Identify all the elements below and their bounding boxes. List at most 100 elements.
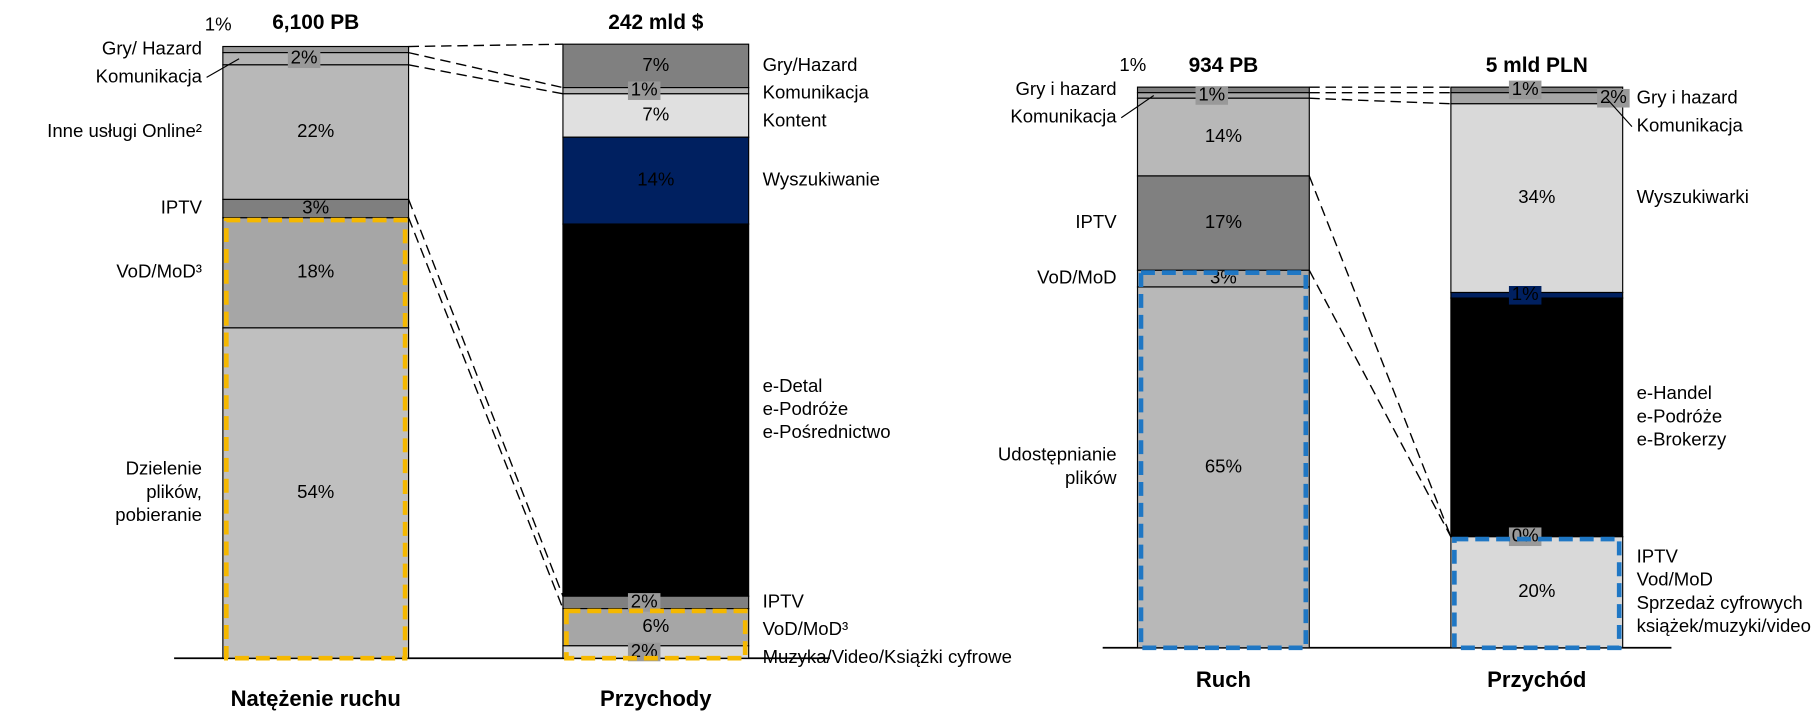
value-label: 3% (302, 197, 329, 218)
value-label: 7% (642, 54, 669, 75)
segment (222, 64, 410, 201)
value-label: 18% (297, 261, 334, 282)
column-total: 242 mld $ (608, 11, 704, 34)
column-total: 934 PB (1189, 54, 1259, 77)
leader-line (1120, 94, 1155, 119)
segment-label: e-Brokerzy (1637, 429, 1727, 450)
segment (222, 217, 410, 329)
value-label: 60% (637, 398, 674, 419)
segment-label: Gry/Hazard (763, 54, 858, 75)
highlight-box (224, 217, 408, 661)
value-label: 2% (1600, 86, 1627, 107)
column-name: Przychód (1487, 667, 1586, 692)
value-label: 20% (1518, 580, 1555, 601)
connector (1308, 269, 1452, 538)
segment (222, 327, 410, 659)
segment-label: Wyszukiwanie (763, 169, 880, 190)
segment-label: IPTV (1075, 211, 1117, 232)
leader-line (1605, 97, 1633, 127)
segment-label: książek/muzyki/video (1637, 615, 1811, 636)
connector (1308, 175, 1452, 537)
segment-label: IPTV (763, 590, 805, 611)
segment-label: Wyszukiwarki (1637, 186, 1749, 207)
value-label: 22% (297, 120, 334, 141)
value-label-box (1597, 88, 1630, 108)
value-label: 1% (1198, 83, 1225, 104)
segment (562, 93, 750, 138)
segment-label: e-Pośrednictwo (763, 421, 891, 442)
segment-label: Komunikacja (1010, 106, 1117, 127)
segment (1136, 175, 1310, 271)
segment-label: Dzielenie (126, 458, 202, 479)
segment (1450, 297, 1624, 538)
value-label: 14% (1205, 125, 1242, 146)
segment-label: Gry i hazard (1637, 87, 1738, 108)
segment (562, 136, 750, 225)
value-label-box (1195, 86, 1229, 105)
value-label-box (1508, 286, 1542, 305)
segment-label: Sprzedaż cyfrowych (1637, 592, 1803, 613)
value-label: 65% (1205, 455, 1242, 476)
value-label: 3% (1210, 267, 1237, 288)
value-label: 54% (297, 481, 334, 502)
segment-label: IPTV (1637, 545, 1679, 566)
value-label-box (627, 593, 661, 612)
segment-label: Inne usługi Online² (47, 120, 202, 141)
leader-line (206, 58, 240, 78)
value-label-box (287, 49, 321, 69)
segment-label: Gry/ Hazard (102, 37, 202, 58)
column-total: 5 mld PLN (1486, 54, 1588, 77)
segment (1136, 286, 1310, 649)
segment-label: VoD/MoD³ (763, 618, 849, 639)
connector (1309, 97, 1451, 105)
column-name: Natężenie ruchu (231, 686, 401, 711)
segment-label: plików, (146, 481, 202, 502)
value-label: 1% (205, 14, 232, 35)
segment (562, 608, 750, 647)
highlight-box (1452, 536, 1622, 651)
segment-label: e-Podróże (1637, 405, 1723, 426)
connector (407, 217, 564, 609)
segment-label: Udostępnianie (998, 444, 1117, 465)
value-label: 6% (642, 615, 669, 636)
value-label: 1% (1512, 283, 1539, 304)
value-label: 2% (631, 590, 658, 611)
connector (408, 43, 563, 48)
segment (562, 43, 750, 89)
highlight-box (564, 608, 748, 661)
segment-label: Komunikacja (96, 65, 203, 86)
value-label: 1% (1512, 78, 1539, 99)
value-label: 43% (1518, 405, 1555, 426)
value-label: 2% (291, 47, 318, 68)
segment-label: Komunikacja (1637, 115, 1744, 136)
segment-label: Komunikacja (763, 82, 870, 103)
segment-label: pobieranie (115, 504, 202, 525)
value-label: 0% (1512, 525, 1539, 546)
connector (408, 51, 564, 89)
value-label: 1% (631, 79, 658, 100)
value-label: 2% (631, 640, 658, 661)
segment-label: Kontent (763, 110, 828, 131)
segment-label: IPTV (161, 197, 203, 218)
segment-label: e-Detal (763, 375, 823, 396)
segment-label: VoD/MoD (1037, 267, 1116, 288)
value-label-box (1508, 80, 1542, 100)
value-label: 34% (1518, 186, 1555, 207)
segment-label: e-Handel (1637, 382, 1712, 403)
connector (407, 199, 564, 597)
segment (1136, 97, 1310, 177)
segment-label: e-Podróże (763, 398, 849, 419)
value-label: 14% (637, 169, 674, 190)
value-label: 1% (1119, 54, 1146, 75)
connector (408, 64, 564, 95)
segment-label: plików (1065, 467, 1117, 488)
segment (1450, 536, 1624, 649)
column-total: 6,100 PB (272, 11, 359, 34)
segment-label: VoD/MoD³ (116, 261, 202, 282)
segment-label: Gry i hazard (1015, 78, 1116, 99)
segment (562, 223, 750, 597)
segment-label: Muzyka/Video/Książki cyfrowe (763, 646, 1012, 667)
value-label: 7% (642, 103, 669, 124)
value-label-box (627, 81, 661, 100)
